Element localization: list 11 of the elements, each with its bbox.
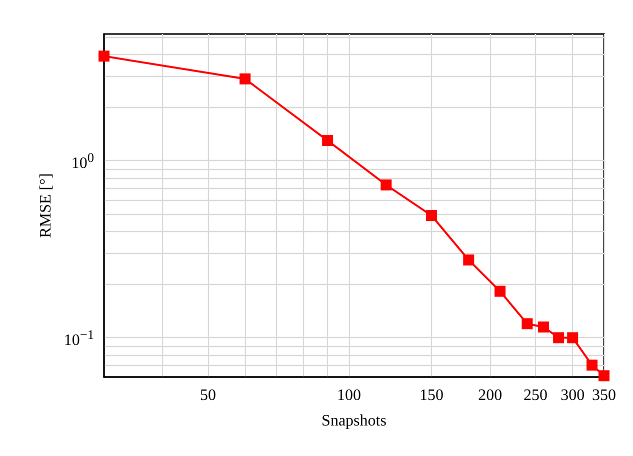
x-axis-title: Snapshots bbox=[322, 412, 386, 430]
x-tick-label: 350 bbox=[592, 387, 616, 405]
x-tick-label: 200 bbox=[478, 387, 502, 405]
x-tick-label: 250 bbox=[524, 387, 548, 405]
y-axis-title: RMSE [°] bbox=[38, 173, 54, 238]
x-tick-label: 150 bbox=[420, 387, 444, 405]
y-tick-label: 10$^{0}$ bbox=[71, 148, 94, 173]
x-tick-label: 300 bbox=[560, 387, 585, 405]
y-tick-label: 10$^{−1}$ bbox=[64, 326, 94, 350]
x-tick-label: 100 bbox=[337, 387, 362, 405]
x-tick-label: 50 bbox=[200, 387, 216, 405]
